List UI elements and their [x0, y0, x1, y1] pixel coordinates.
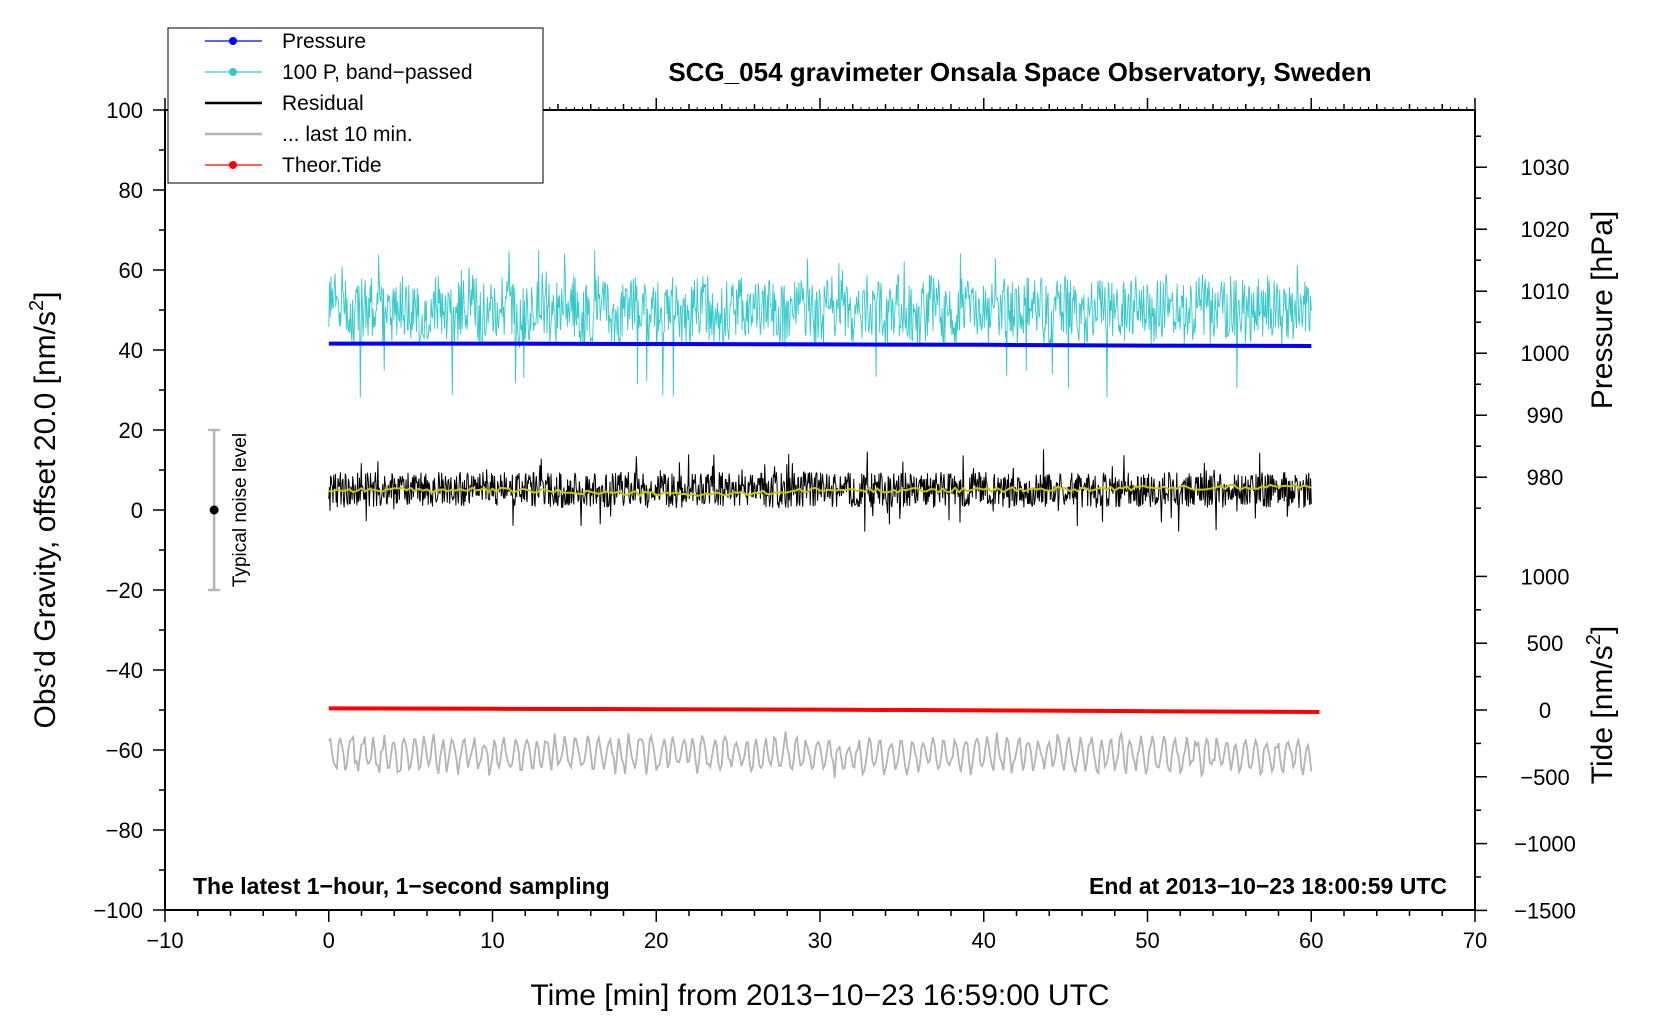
- tide-axis-ticks: −1500 −1000 −500 0 500 1000: [1475, 564, 1576, 923]
- y-axis-title-tide: Tide [nm/s2]: [1583, 626, 1619, 784]
- y-tick-label: −80: [106, 818, 143, 843]
- series-pressure-line: [328, 341, 1312, 348]
- x-tick-label: 60: [1299, 928, 1323, 953]
- y-tick-label: 60: [119, 258, 143, 283]
- legend-box: [167, 27, 544, 184]
- legend-label: Theor.Tide: [282, 154, 382, 177]
- tide-tick-label: −1000: [1514, 832, 1576, 857]
- y-tick-label: 80: [119, 178, 143, 203]
- pressure-tick-label: 980: [1527, 465, 1564, 490]
- x-tick-label: 30: [808, 928, 832, 953]
- noise-level-label: Typical noise level: [230, 433, 251, 587]
- x-tick-label: 40: [972, 928, 996, 953]
- legend-marker: [229, 37, 237, 45]
- series-bandpassed-line: [328, 250, 1312, 398]
- tide-tick-label: 500: [1527, 631, 1564, 656]
- pressure-tick-label: 990: [1527, 403, 1564, 428]
- y-tick-label: −20: [106, 578, 143, 603]
- pressure-tick-label: 1030: [1521, 155, 1570, 180]
- legend: Pressure 100 P, band−passed Residual ... la…: [167, 27, 544, 184]
- x-axis-ticks: −10 0 10 20 30 40 50 60 70: [146, 98, 1487, 953]
- annotation-sampling: The latest 1−hour, 1−second sampling: [193, 873, 610, 899]
- y-axis-title-left: Obs’d Gravity, offset 20.0 [nm/s2]: [26, 292, 62, 729]
- y-axis-ticks: −100 −80 −60 −40 −20 0 20 40 60 80 100: [93, 98, 165, 923]
- series-tide-line: [328, 706, 1320, 714]
- y-tick-label: 40: [119, 338, 143, 363]
- annotation-end-time: End at 2013−10−23 18:00:59 UTC: [1089, 873, 1447, 899]
- y-tick-label: −100: [93, 898, 143, 923]
- legend-marker: [229, 161, 237, 169]
- pressure-tick-label: 1000: [1521, 341, 1570, 366]
- pressure-axis-ticks: 980 990 1000 1010 1020 1030: [1475, 135, 1570, 509]
- x-tick-label: 20: [644, 928, 668, 953]
- series-last10-line: [328, 730, 1313, 779]
- series-residual-smoothed-line: [328, 483, 1312, 498]
- x-tick-label: 10: [480, 928, 504, 953]
- legend-marker: [229, 68, 237, 76]
- legend-label: Residual: [282, 92, 364, 115]
- tide-tick-label: 1000: [1521, 564, 1570, 589]
- chart-title: SCG_054 gravimeter Onsala Space Observat…: [668, 57, 1371, 87]
- series-layer: [328, 250, 1320, 779]
- legend-label: 100 P, band−passed: [282, 61, 473, 84]
- x-axis-title: Time [min] from 2013−10−23 16:59:00 UTC: [530, 979, 1109, 1012]
- series-residual-line: [328, 449, 1312, 532]
- tide-tick-label: 0: [1539, 698, 1551, 723]
- plot-frame: [164, 109, 1476, 911]
- tide-tick-label: −500: [1520, 765, 1570, 790]
- x-tick-label: 70: [1463, 928, 1487, 953]
- legend-label: ... last 10 min.: [282, 123, 413, 146]
- noise-bar: [208, 428, 221, 592]
- pressure-tick-label: 1020: [1521, 217, 1570, 242]
- y-tick-label: −60: [106, 738, 143, 763]
- x-tick-label: −10: [146, 928, 183, 953]
- legend-label: Pressure: [282, 30, 366, 53]
- noise-bar-center-dot: [209, 505, 219, 515]
- y-axis-title-pressure: Pressure [hPa]: [1586, 211, 1619, 409]
- pressure-tick-label: 1010: [1521, 279, 1570, 304]
- y-tick-label: 100: [106, 98, 143, 123]
- x-tick-label: 0: [323, 928, 335, 953]
- y-tick-label: 20: [119, 418, 143, 443]
- x-tick-label: 50: [1135, 928, 1159, 953]
- y-tick-label: −40: [106, 658, 143, 683]
- tide-tick-label: −1500: [1514, 898, 1576, 923]
- y-tick-label: 0: [131, 498, 143, 523]
